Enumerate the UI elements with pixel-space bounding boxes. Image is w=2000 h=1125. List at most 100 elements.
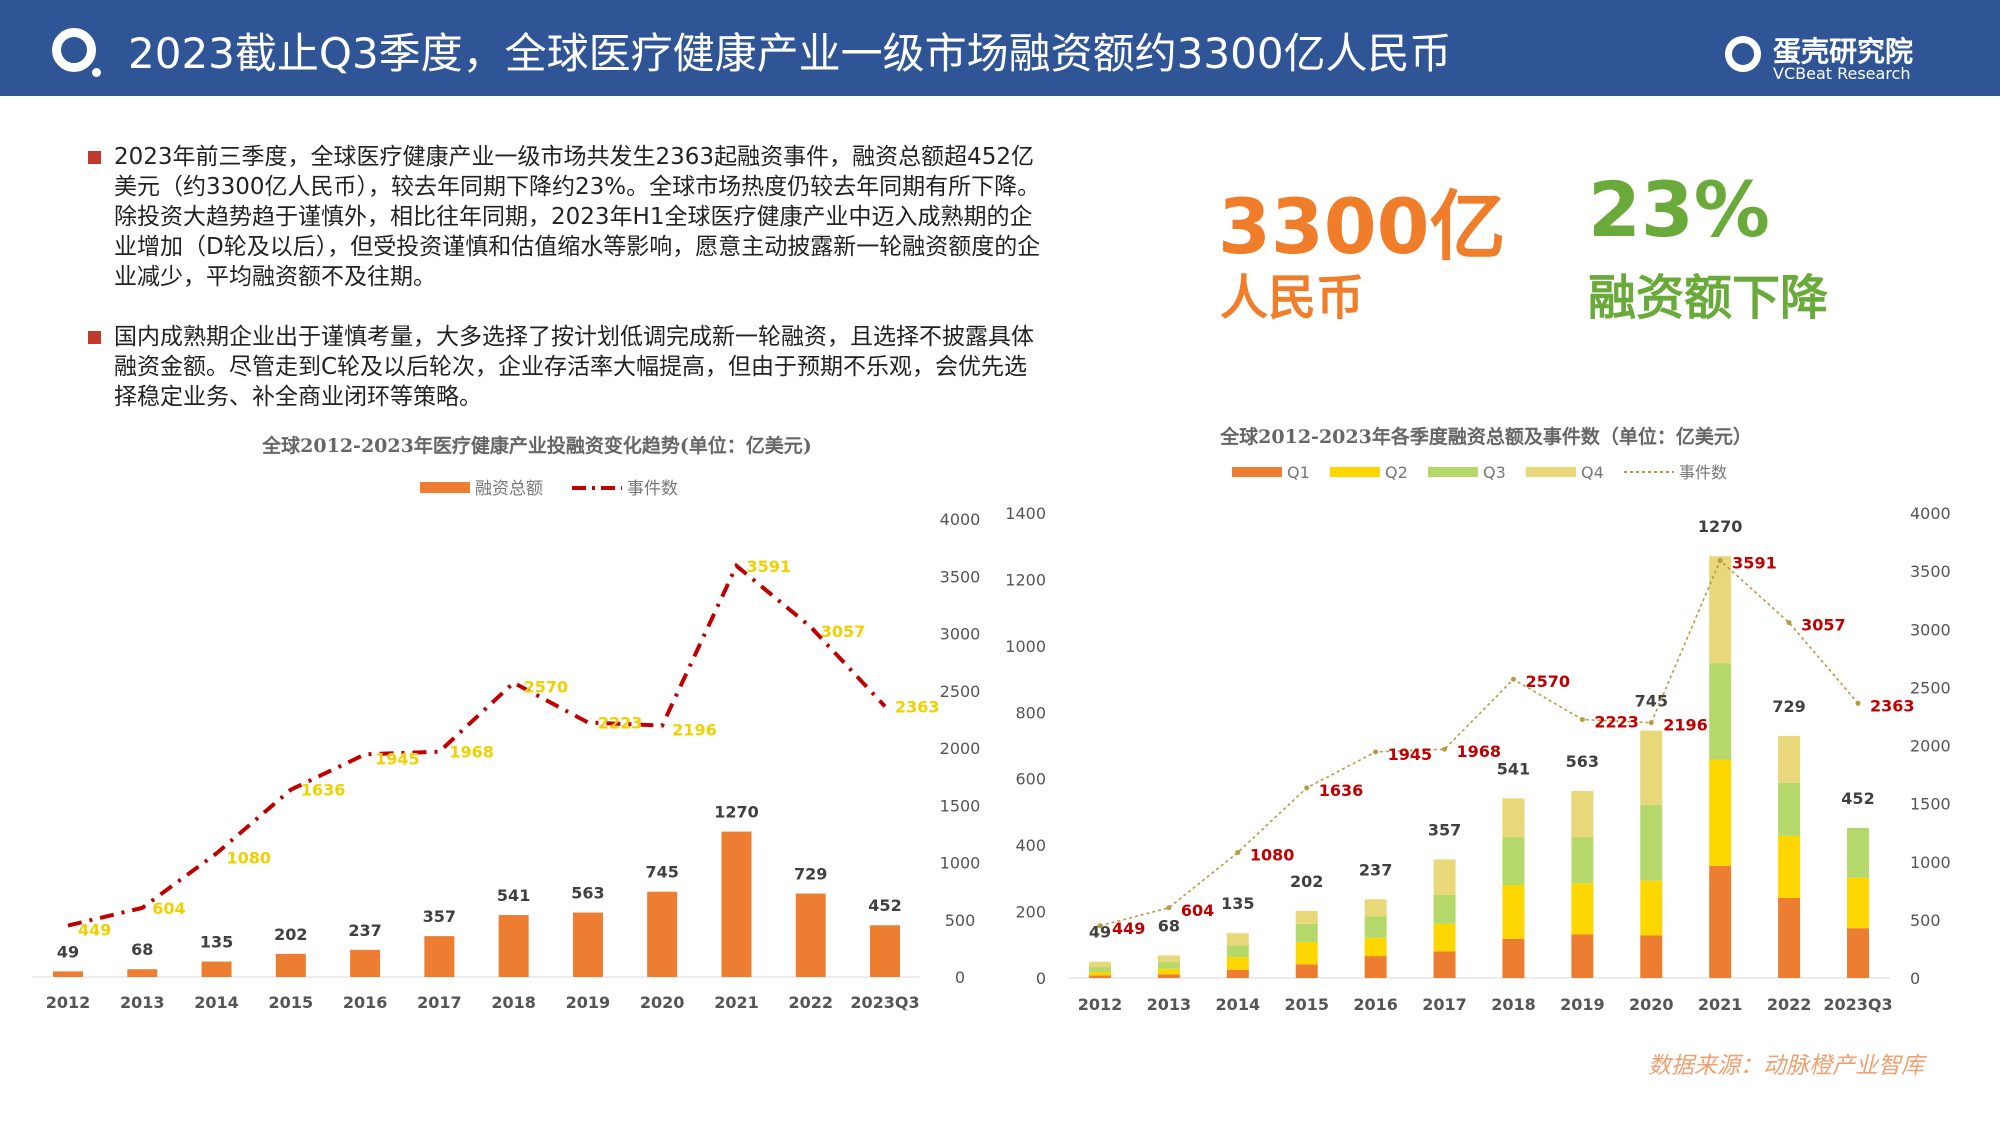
x-tick-label: 2021 bbox=[1698, 995, 1743, 1014]
bar-amount bbox=[53, 971, 83, 977]
event-label: 2363 bbox=[1870, 696, 1915, 715]
amount-label: 人民币 bbox=[1220, 270, 1365, 326]
bar-segment-q1 bbox=[1847, 928, 1869, 978]
x-tick-label: 2020 bbox=[640, 993, 685, 1012]
bar-segment-q3 bbox=[1709, 663, 1732, 760]
right-tick-label: 2500 bbox=[940, 682, 981, 701]
x-tick-label: 2016 bbox=[1353, 995, 1398, 1014]
left-tick-label: 400 bbox=[1015, 836, 1046, 855]
bar-segment-q4 bbox=[1433, 859, 1456, 895]
source-note: 数据来源：动脉橙产业智库 bbox=[1648, 1053, 1924, 1079]
event-label: 2223 bbox=[598, 713, 643, 732]
bar-segment-q3 bbox=[1571, 837, 1594, 884]
x-tick-label: 2019 bbox=[1560, 995, 1605, 1014]
right-tick-label: 4000 bbox=[1910, 504, 1951, 523]
bar-segment-q1 bbox=[1778, 897, 1801, 978]
right-tick-label: 1500 bbox=[1910, 795, 1951, 814]
left-tick-label: 200 bbox=[1015, 903, 1046, 922]
bar-total-label: 49 bbox=[1089, 923, 1111, 942]
event-label: 2570 bbox=[1525, 672, 1570, 691]
bar-segment-q4 bbox=[1640, 730, 1663, 805]
bar-segment-q4 bbox=[1364, 899, 1387, 917]
brand-name-en: VCBeat Research bbox=[1773, 64, 1911, 83]
bar-segment-q4 bbox=[1709, 556, 1732, 664]
bar-amount bbox=[350, 949, 381, 977]
header-bar: 2023截止Q3季度，全球医疗健康产业一级市场融资额约3300亿人民币 蛋壳研究… bbox=[0, 0, 2000, 96]
event-marker bbox=[1373, 749, 1379, 755]
bar-segment-q2 bbox=[1640, 880, 1663, 936]
event-label: 1080 bbox=[1250, 845, 1295, 864]
bar-segment-q3 bbox=[1364, 916, 1387, 938]
event-marker bbox=[1786, 620, 1792, 626]
event-marker bbox=[1304, 785, 1310, 791]
bar-total-label: 563 bbox=[1566, 752, 1599, 771]
page-title: 2023截止Q3季度，全球医疗健康产业一级市场融资额约3300亿人民币 bbox=[128, 29, 1452, 78]
decline-label: 融资额下降 bbox=[1588, 270, 1829, 326]
event-label: 3057 bbox=[1801, 616, 1846, 635]
bar-label: 452 bbox=[868, 896, 901, 915]
event-label: 604 bbox=[1181, 901, 1214, 920]
x-tick-label: 2017 bbox=[417, 993, 462, 1012]
bar-segment-q3 bbox=[1226, 945, 1249, 958]
bar-segment-q2 bbox=[1157, 968, 1180, 975]
right-tick-label: 2000 bbox=[1910, 737, 1951, 756]
logo-icon bbox=[52, 28, 101, 77]
bar-segment-q3 bbox=[1640, 804, 1663, 881]
event-marker bbox=[1510, 676, 1516, 682]
right-tick-label: 500 bbox=[1910, 911, 1941, 930]
x-tick-label: 2012 bbox=[46, 993, 91, 1012]
event-marker bbox=[1097, 923, 1103, 929]
bar-segment-q1 bbox=[1364, 956, 1387, 978]
bar-total-label: 729 bbox=[1772, 697, 1805, 716]
left-tick-label: 800 bbox=[1015, 703, 1046, 722]
bar-total-label: 745 bbox=[1635, 692, 1668, 711]
bar-total-label: 237 bbox=[1359, 860, 1392, 879]
legend-label-events: 事件数 bbox=[627, 479, 678, 499]
x-tick-label: 2013 bbox=[120, 993, 165, 1012]
bar-segment-q1 bbox=[1157, 974, 1180, 978]
bar-total-label: 452 bbox=[1841, 789, 1874, 808]
bar-label: 357 bbox=[423, 907, 456, 926]
left-tick-label: 1000 bbox=[1005, 637, 1046, 656]
x-tick-label: 2016 bbox=[343, 993, 388, 1012]
event-marker bbox=[1442, 746, 1448, 752]
bar-segment-q2 bbox=[1709, 759, 1732, 866]
event-label: 2223 bbox=[1594, 713, 1639, 732]
bar-segment-q4 bbox=[1089, 961, 1111, 968]
bar-segment-q2 bbox=[1226, 957, 1249, 970]
bar-segment-q1 bbox=[1089, 975, 1111, 978]
amount-value: 3300亿 bbox=[1218, 182, 1506, 271]
bar-amount bbox=[127, 969, 158, 977]
left-tick-label: 1400 bbox=[1005, 504, 1046, 523]
x-tick-label: 2019 bbox=[566, 993, 611, 1012]
bar-segment-q2 bbox=[1433, 923, 1456, 952]
x-tick-label: 2013 bbox=[1147, 995, 1192, 1014]
bar-amount bbox=[275, 953, 306, 977]
decline-value: 23% bbox=[1588, 165, 1770, 254]
bar-total-label: 68 bbox=[1158, 916, 1180, 935]
event-label: 3057 bbox=[821, 622, 866, 641]
event-label: 3591 bbox=[1732, 554, 1777, 573]
bar-segment-q2 bbox=[1089, 972, 1111, 976]
event-label: 3591 bbox=[746, 557, 791, 576]
event-label: 1945 bbox=[375, 749, 420, 768]
chart2-title: 全球2012-2023年各季度融资总额及事件数（单位：亿美元） bbox=[1219, 425, 1752, 448]
bar-segment-q4 bbox=[1778, 735, 1801, 783]
x-tick-label: 2018 bbox=[1491, 995, 1536, 1014]
bar-segment-q3 bbox=[1089, 967, 1111, 973]
x-tick-label: 2015 bbox=[269, 993, 314, 1012]
bar-segment-q3 bbox=[1778, 782, 1801, 836]
left-tick-label: 1200 bbox=[1005, 570, 1046, 589]
x-tick-label: 2022 bbox=[1767, 995, 1812, 1014]
bar-segment-q1 bbox=[1433, 951, 1456, 978]
event-label: 2196 bbox=[1663, 716, 1708, 735]
bar-amount bbox=[498, 915, 529, 977]
bar-label: 68 bbox=[131, 940, 153, 959]
legend-swatch-q4 bbox=[1526, 467, 1576, 477]
event-label: 449 bbox=[78, 921, 111, 940]
bar-segment-q2 bbox=[1502, 885, 1525, 939]
legend-label-q4: Q4 bbox=[1581, 463, 1604, 482]
right-tick-label: 2500 bbox=[1910, 678, 1951, 697]
x-tick-label: 2014 bbox=[194, 993, 239, 1012]
bar-amount bbox=[795, 893, 826, 977]
